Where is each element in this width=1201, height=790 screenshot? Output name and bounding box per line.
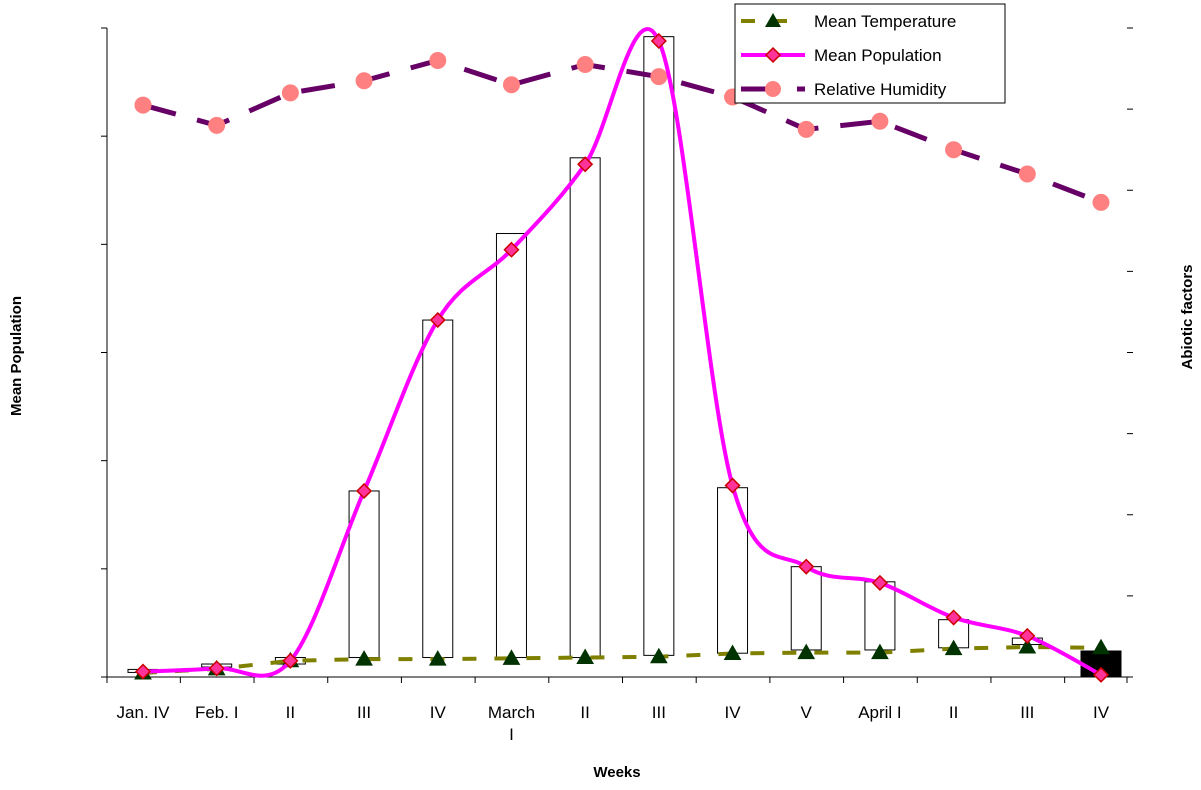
temperature-point: [502, 649, 521, 665]
temperature-point: [871, 643, 889, 660]
x-tick-label: April I: [858, 703, 901, 722]
population-point: [429, 311, 446, 329]
humidity-point: [650, 68, 668, 86]
temperature-point: [1018, 637, 1037, 654]
legend-label: Mean Temperature: [814, 12, 956, 31]
legend-item: Mean Temperature: [741, 12, 956, 31]
humidity-line: [142, 57, 1102, 205]
population-point: [356, 482, 373, 500]
y2-axis-title: Abiotic factors: [1179, 264, 1196, 369]
population-point: [798, 558, 815, 575]
population-point: [1019, 627, 1036, 644]
x-axis-title: Weeks: [593, 764, 640, 781]
population-bar: [790, 566, 822, 651]
temperature-point: [649, 647, 668, 664]
humidity-point: [502, 76, 520, 94]
x-tick-label: II: [580, 703, 589, 722]
population-point: [208, 660, 225, 677]
y-axis-title: Mean Population: [8, 296, 25, 416]
legend-label: Mean Population: [814, 46, 942, 65]
population-bar: [569, 157, 601, 659]
population-point: [1092, 666, 1110, 683]
temperature-point: [797, 643, 816, 660]
population-point: [503, 241, 520, 258]
population-point: [577, 156, 594, 173]
x-tick-label: March I: [488, 703, 535, 744]
humidity-point: [1018, 165, 1036, 183]
temperature-point: [576, 648, 595, 665]
population-point: [871, 574, 888, 591]
x-tick-label: V: [801, 703, 813, 722]
x-tick-label: II: [286, 703, 295, 722]
population-point: [945, 609, 962, 626]
temperature-point: [428, 650, 447, 666]
x-tick-label: Feb. I: [195, 703, 238, 722]
humidity-point: [945, 141, 963, 159]
humidity-point: [134, 96, 152, 114]
population-bar: [643, 36, 675, 656]
temperature-line: [142, 644, 1102, 675]
humidity-point: [1092, 193, 1110, 211]
x-tick-label: III: [357, 703, 371, 722]
population-point: [650, 32, 667, 50]
legend-item: Mean Population: [741, 46, 942, 65]
left-axis: [101, 27, 108, 678]
population-point: [282, 652, 299, 669]
x-tick-label: III: [1020, 703, 1034, 722]
x-axis: Jan. IV Feb. I II III IV March III III IV V April …: [106, 676, 1128, 744]
humidity-point: [797, 120, 815, 138]
humidity-point: [576, 56, 594, 74]
temperature-point: [355, 650, 373, 666]
population-bar: [495, 233, 527, 659]
legend-swatch-marker: [765, 13, 781, 27]
population-bar: [864, 581, 896, 651]
humidity-point: [355, 72, 373, 90]
right-axis-ticks: [1127, 27, 1133, 678]
humidity-series: [134, 51, 1110, 211]
legend-item: Relative Humidity: [741, 80, 947, 99]
left-axis-ticks: [101, 27, 107, 678]
humidity-point: [208, 116, 226, 134]
population-point: [134, 663, 152, 680]
temperature-point: [1092, 638, 1110, 655]
x-tick-label: Jan. IV: [117, 703, 171, 722]
x-axis-ticks: [106, 677, 1128, 683]
x-axis-tick-labels: Jan. IV Feb. I II III IV March III III IV V April …: [117, 703, 1110, 744]
humidity-point: [281, 84, 299, 102]
floating-bars: [127, 36, 1122, 678]
temperature-point: [944, 639, 963, 656]
population-series: [134, 27, 1110, 683]
legend-label: Relative Humidity: [814, 80, 947, 99]
x-tick-label: III: [652, 703, 666, 722]
legend-swatch-marker: [765, 81, 781, 97]
x-tick-label: IV: [725, 703, 742, 722]
population-point: [724, 477, 741, 494]
x-tick-label: II: [949, 703, 958, 722]
legend: Mean Temperature Mean Population Relative …: [734, 3, 1006, 104]
temperature-point: [723, 644, 742, 660]
humidity-point: [429, 51, 447, 69]
legend-swatch-marker: [764, 46, 782, 64]
humidity-point: [871, 112, 889, 130]
x-tick-label: IV: [430, 703, 447, 722]
x-tick-label: IV: [1093, 703, 1110, 722]
population-line: [142, 27, 1102, 678]
right-axis: [1127, 27, 1133, 678]
population-bar: [422, 319, 454, 659]
